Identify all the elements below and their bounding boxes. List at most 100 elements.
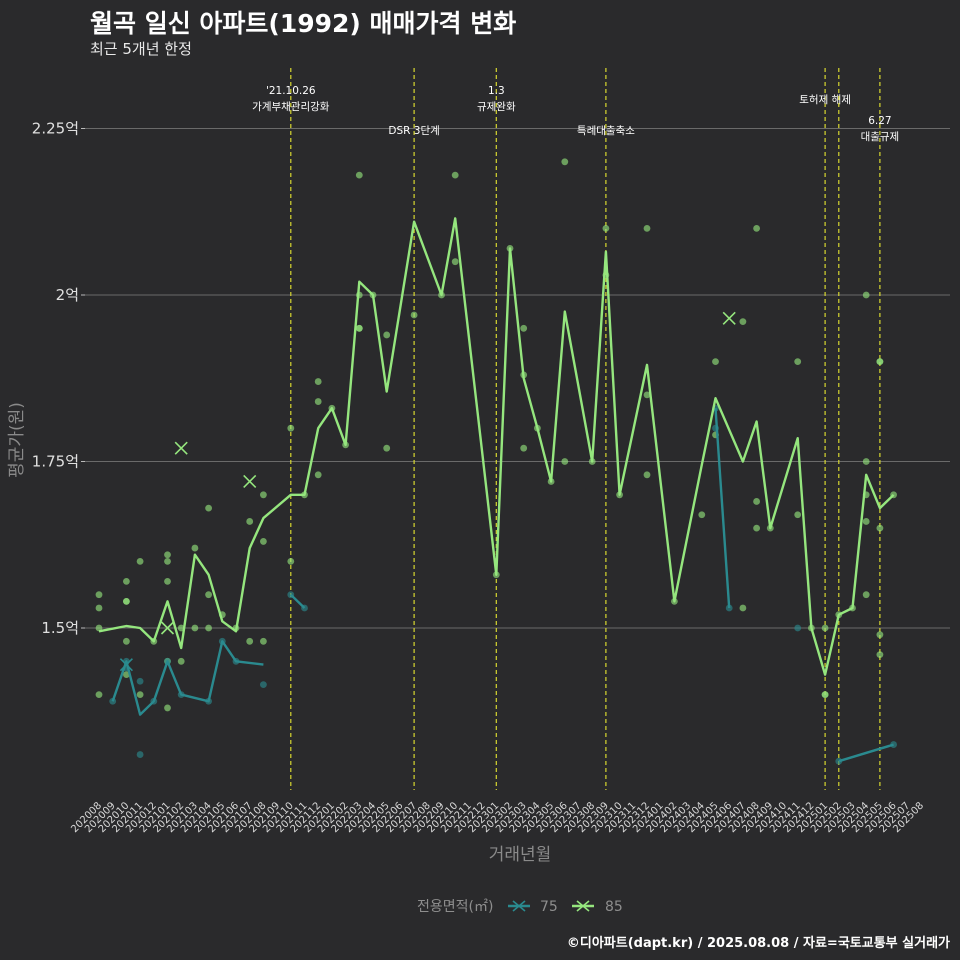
point-85-52 bbox=[520, 324, 528, 332]
point-85-29 bbox=[260, 538, 267, 545]
point-85-42 bbox=[355, 324, 363, 332]
point-75-11 bbox=[260, 681, 267, 689]
point-85-76 bbox=[794, 358, 802, 365]
point-85-4 bbox=[123, 577, 130, 585]
point-85-57 bbox=[561, 158, 569, 166]
point-75-17 bbox=[794, 624, 802, 632]
gridlines bbox=[85, 128, 950, 629]
marker-75-0 bbox=[119, 658, 133, 672]
point-85-77 bbox=[794, 511, 802, 519]
event-label-0-0: '21.10.26 bbox=[266, 85, 316, 97]
legend: 전용면적(㎡) 75 85 bbox=[417, 899, 623, 915]
point-85-19 bbox=[191, 544, 199, 552]
x-axis-label: 거래년월 bbox=[489, 845, 552, 865]
event-label-3-0: 특례대출축소 bbox=[577, 125, 635, 137]
point-85-63 bbox=[643, 225, 651, 232]
point-85-31 bbox=[287, 424, 295, 432]
point-85-58 bbox=[561, 458, 569, 465]
event-label-2-0: 1.3 bbox=[488, 85, 505, 97]
point-75-16 bbox=[725, 604, 733, 612]
point-85-68 bbox=[712, 358, 719, 365]
series-layer bbox=[95, 158, 897, 765]
point-85-34 bbox=[314, 378, 322, 385]
point-85-36 bbox=[314, 471, 322, 479]
y-tick-label-2: 2억 bbox=[56, 286, 79, 304]
marker-85-1 bbox=[243, 474, 257, 489]
point-85-21 bbox=[205, 504, 213, 512]
event-label-6-1: 대출규제 bbox=[861, 131, 900, 143]
point-85-84 bbox=[862, 291, 870, 299]
point-85-6 bbox=[123, 597, 130, 605]
point-85-60 bbox=[602, 225, 610, 232]
event-label-6-0: 6.27 bbox=[868, 115, 891, 127]
point-85-46 bbox=[410, 311, 418, 319]
event-label-0-1: 가계부채관리강화 bbox=[252, 101, 330, 113]
point-85-44 bbox=[383, 331, 391, 339]
legend-marker-75 bbox=[512, 900, 526, 912]
marker-85-0 bbox=[174, 441, 188, 455]
point-85-92 bbox=[876, 631, 884, 639]
event-label-1-0: DSR 3단계 bbox=[388, 125, 439, 137]
point-85-73 bbox=[753, 498, 760, 505]
legend-label-75: 75 bbox=[540, 899, 558, 915]
point-85-27 bbox=[246, 637, 254, 645]
y-axis-ticks: 1.5억 1.75억 2억 2.25억 bbox=[32, 120, 85, 637]
point-85-54 bbox=[520, 444, 528, 452]
point-85-81 bbox=[821, 691, 829, 698]
point-85-30 bbox=[260, 637, 267, 645]
legend-label-85: 85 bbox=[605, 899, 623, 915]
point-85-45 bbox=[383, 444, 391, 452]
point-85-64 bbox=[643, 391, 651, 399]
point-75-3 bbox=[136, 677, 144, 685]
point-85-93 bbox=[876, 651, 884, 659]
chart-subtitle: 최근 5개년 한정 bbox=[90, 40, 192, 58]
point-85-35 bbox=[314, 398, 322, 405]
point-85-2 bbox=[95, 624, 103, 632]
point-85-72 bbox=[753, 225, 760, 232]
point-85-26 bbox=[246, 518, 254, 525]
point-85-1 bbox=[95, 604, 103, 612]
point-85-0 bbox=[95, 591, 103, 599]
event-label-4-0: 토허제 해제 bbox=[799, 93, 851, 106]
x-axis-ticks: 2020082020092020102020112020122021012021… bbox=[69, 800, 926, 835]
legend-marker-85 bbox=[576, 900, 590, 912]
point-85-14 bbox=[164, 577, 171, 585]
point-85-16 bbox=[164, 704, 171, 712]
event-label-2-1: 규제완화 bbox=[477, 100, 516, 113]
series-line-85 bbox=[98, 217, 895, 676]
point-85-90 bbox=[876, 358, 884, 365]
point-85-20 bbox=[191, 624, 199, 632]
y-tick-label-0: 1.5억 bbox=[41, 619, 79, 637]
y-tick-label-1: 1.75억 bbox=[32, 453, 79, 471]
point-85-74 bbox=[753, 524, 760, 532]
y-axis-label: 평균가(원) bbox=[7, 402, 27, 478]
marker-85-3 bbox=[722, 311, 736, 325]
point-85-9 bbox=[136, 558, 144, 565]
point-85-48 bbox=[451, 171, 459, 179]
point-85-13 bbox=[164, 558, 171, 565]
point-85-65 bbox=[643, 471, 651, 479]
point-85-70 bbox=[739, 318, 747, 326]
point-85-32 bbox=[287, 558, 295, 565]
point-85-18 bbox=[177, 657, 185, 665]
point-85-79 bbox=[821, 624, 829, 632]
point-85-7 bbox=[123, 637, 130, 645]
point-85-91 bbox=[876, 524, 884, 532]
point-85-22 bbox=[205, 591, 213, 599]
point-75-4 bbox=[136, 751, 144, 758]
point-85-71 bbox=[739, 604, 747, 612]
point-85-23 bbox=[205, 624, 213, 632]
point-85-67 bbox=[698, 511, 706, 519]
point-85-39 bbox=[355, 171, 363, 179]
point-85-12 bbox=[164, 551, 171, 559]
point-85-3 bbox=[95, 691, 103, 698]
series-line-75 bbox=[111, 408, 894, 763]
legend-title: 전용면적(㎡) bbox=[417, 899, 493, 915]
point-85-10 bbox=[136, 691, 144, 698]
marker-85-2 bbox=[160, 621, 175, 635]
chart-title: 월곡 일신 아파트(1992) 매매가격 변화 bbox=[90, 9, 517, 38]
source-caption: ©디아파트(dapt.kr) / 2025.08.08 / 자료=국토교통부 실… bbox=[566, 936, 950, 951]
point-85-88 bbox=[862, 591, 870, 599]
y-tick-label-3: 2.25억 bbox=[32, 120, 79, 138]
